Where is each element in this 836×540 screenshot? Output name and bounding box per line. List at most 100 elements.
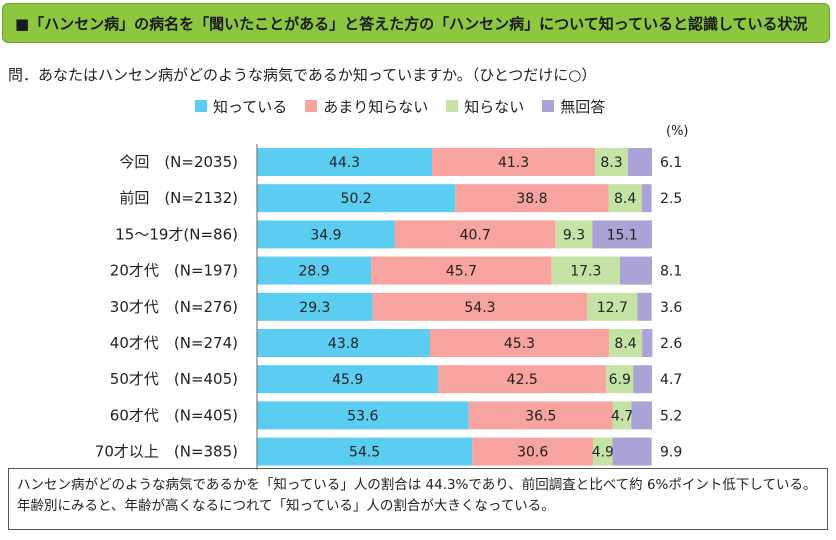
data-label: 45.9 — [332, 372, 363, 388]
bar-segment — [608, 184, 642, 213]
legend-item-know: 知っている — [195, 96, 287, 117]
bar-segment — [455, 184, 609, 213]
bar-segment — [257, 184, 456, 213]
category-label: 20才代 (N=197) — [110, 262, 238, 280]
data-label: 43.8 — [328, 336, 359, 352]
data-label: 38.8 — [516, 191, 547, 207]
data-label: 44.3 — [329, 155, 360, 171]
legend-label-na: 無回答 — [560, 97, 606, 116]
unit-label: (%) — [666, 124, 689, 139]
bar-segment — [627, 148, 652, 176]
bar-segment — [637, 292, 652, 321]
bar-segment — [438, 365, 607, 394]
legend-swatch-na — [542, 100, 555, 112]
bar-segment — [620, 256, 652, 285]
bar-segment — [257, 256, 372, 285]
data-label: 9.9 — [660, 445, 682, 461]
category-label: 60才代 (N=405) — [110, 406, 238, 424]
data-label: 41.3 — [498, 155, 529, 171]
question-text: 問．あなたはハンセン病がどのような病気であるか知っていますか。（ひとつだけに○） — [8, 66, 597, 84]
bar-segment — [257, 148, 432, 176]
data-label: 45.3 — [504, 336, 535, 352]
bar-segment — [257, 437, 473, 466]
bar-segment — [641, 184, 652, 213]
bar-segment — [394, 220, 556, 249]
bar-segment — [468, 401, 613, 430]
category-label: 30才代 (N=276) — [110, 298, 238, 316]
bar-segment — [430, 329, 609, 357]
bar-segment — [587, 292, 638, 321]
bar-segment — [431, 148, 596, 176]
data-label: 17.3 — [570, 264, 601, 280]
category-label: 前回 (N=2132) — [119, 189, 238, 207]
summary-note: ハンセン病がどのような病気であるかを「知っている」人の割合は 44.3%であり、… — [8, 468, 828, 530]
legend-swatch-somewhat — [305, 100, 318, 112]
data-label: 6.9 — [609, 372, 631, 388]
legend: 知っている あまり知らない 知らない 無回答 — [195, 96, 623, 116]
bar-segment — [257, 365, 439, 394]
bar-segment — [631, 401, 652, 430]
data-label: 53.6 — [347, 408, 378, 424]
bar-segment — [592, 220, 652, 249]
data-label: 29.3 — [299, 300, 330, 316]
data-label: 9.3 — [563, 227, 585, 243]
bar-segment — [257, 329, 431, 357]
bar-segment — [633, 365, 652, 394]
category-label: 今回 (N=2035) — [119, 153, 238, 171]
bar-segment — [608, 329, 643, 357]
data-label: 8.4 — [614, 336, 636, 352]
legend-label-somewhat: あまり知らない — [323, 97, 429, 116]
data-label: 45.7 — [446, 264, 477, 280]
category-label: 15～19才(N=86) — [115, 225, 238, 243]
data-label: 54.3 — [464, 300, 495, 316]
data-label: 3.6 — [660, 300, 682, 316]
data-label: 8.1 — [660, 264, 682, 280]
bar-segment — [371, 256, 552, 285]
data-label: 8.3 — [600, 155, 622, 171]
data-label: 12.7 — [597, 300, 628, 316]
data-label: 50.2 — [341, 191, 372, 207]
bar-segment — [612, 437, 652, 466]
data-label: 34.9 — [310, 227, 341, 243]
data-label: 54.5 — [349, 445, 380, 461]
legend-swatch-dont — [446, 100, 459, 112]
category-label: 50才代 (N=405) — [110, 370, 238, 388]
legend-item-na: 無回答 — [542, 96, 605, 117]
bar-segment — [257, 220, 395, 249]
category-label: 40才代 (N=274) — [110, 334, 238, 352]
title-banner: ■「ハンセン病」の病名を「聞いたことがある」と答えた方の「ハンセン病」について知… — [2, 3, 830, 43]
data-label: 40.7 — [460, 227, 491, 243]
data-label: 28.9 — [298, 264, 329, 280]
data-label: 36.5 — [525, 408, 556, 424]
legend-label-dont: 知らない — [464, 97, 525, 116]
data-label: 4.7 — [660, 372, 682, 388]
bar-segment — [555, 220, 593, 249]
data-label: 8.4 — [614, 191, 636, 207]
legend-swatch-know — [195, 100, 207, 112]
bar-segment — [372, 292, 588, 321]
data-label: 15.1 — [607, 227, 638, 243]
bar-segment — [472, 437, 594, 466]
bar-segment — [595, 148, 628, 176]
chart-title: ■「ハンセン病」の病名を「聞いたことがある」と答えた方の「ハンセン病」について知… — [15, 15, 808, 33]
data-label: 5.2 — [660, 408, 682, 424]
data-label: 6.1 — [660, 155, 682, 171]
bar-segment — [612, 401, 632, 430]
data-label: 30.6 — [517, 445, 548, 461]
data-label: 4.9 — [592, 445, 614, 461]
legend-item-somewhat: あまり知らない — [305, 96, 428, 117]
legend-item-dont: 知らない — [446, 96, 524, 117]
bar-segment — [606, 365, 634, 394]
bar-segment — [257, 401, 469, 430]
category-label: 70才以上 (N=385) — [95, 443, 238, 461]
bar-segment — [551, 256, 621, 285]
data-label: 2.6 — [660, 336, 682, 352]
data-label: 42.5 — [507, 372, 538, 388]
legend-label-know: 知っている — [213, 97, 288, 116]
bar-segment — [642, 329, 653, 357]
data-label: 4.7 — [611, 408, 633, 424]
data-label: 2.5 — [660, 191, 682, 207]
bar-segment — [593, 437, 613, 466]
bar-segment — [257, 292, 373, 321]
